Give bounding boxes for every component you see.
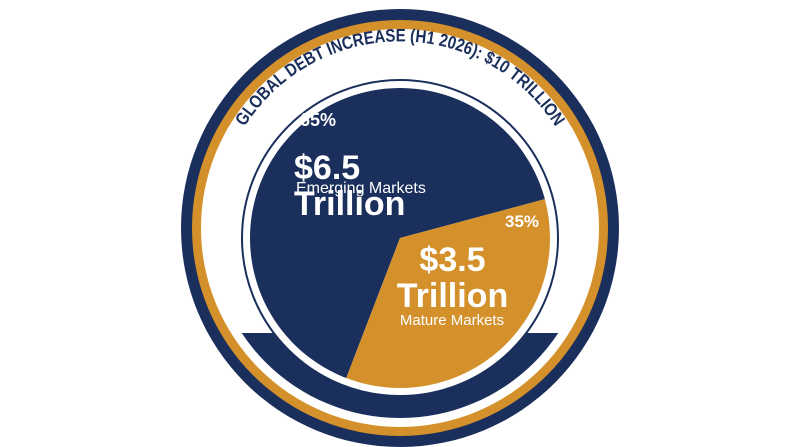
percent-label: 65%: [300, 110, 336, 130]
category-label: Emerging Markets: [296, 180, 426, 197]
amount-label: $3.5 Trillion: [396, 242, 509, 315]
amount-box: $3.5 Trillion: [396, 242, 509, 315]
pie-slice: [346, 199, 550, 389]
amount-label: $6.5 Trillion: [294, 150, 406, 223]
category-label: Mature Markets: [400, 312, 504, 329]
pie: [249, 88, 550, 389]
pie-slice: [249, 88, 545, 379]
amount-box: $6.5 Trillion: [294, 150, 406, 223]
percent-label: 35%: [505, 212, 539, 231]
